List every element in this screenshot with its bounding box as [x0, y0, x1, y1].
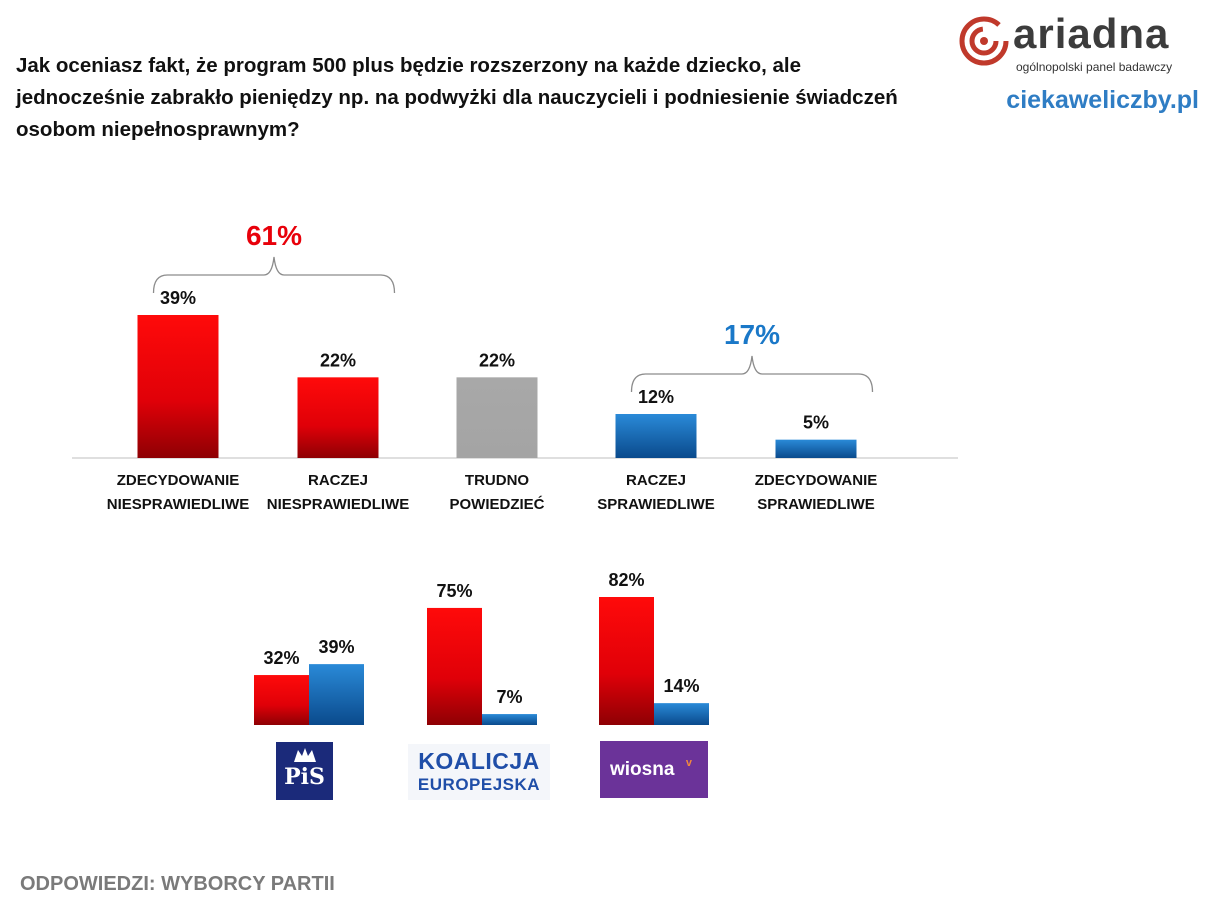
bar	[456, 377, 538, 458]
wiosna-logo: wiosna ᵛ	[600, 741, 708, 798]
party-data-label: 75%	[436, 581, 472, 601]
bar	[775, 439, 857, 458]
ke-logo-line2: EUROPEJSKA	[417, 775, 541, 794]
group-total-label: 61%	[246, 220, 302, 251]
category-label: SPRAWIEDLIWE	[597, 496, 715, 513]
party-bar	[254, 675, 309, 725]
ariadna-logo: ariadna ogólnopolski panel badawczy	[955, 10, 1200, 82]
logo-tagline: ogólnopolski panel badawczy	[1016, 60, 1173, 74]
category-label: TRUDNO	[465, 472, 529, 489]
category-label: RACZEJ	[626, 472, 686, 489]
party-bar	[654, 703, 709, 725]
bar	[615, 414, 697, 458]
party-data-label: 39%	[318, 637, 354, 657]
pis-logo: PiS	[276, 742, 333, 800]
pis-logo-text: PiS	[284, 764, 325, 790]
party-bar-chart: 32% 39% 75% 7% 82% 14%	[254, 570, 709, 725]
group-total-label: 17%	[724, 319, 780, 350]
wiosna-logo-text: wiosna	[610, 759, 675, 780]
data-label: 22%	[479, 350, 515, 370]
logo-wordmark: ariadna	[1013, 10, 1170, 57]
main-bar-chart: 39% ZDECYDOWANIE NIESPRAWIEDLIWE 22% RACZEJ N…	[72, 220, 958, 513]
party-bar	[427, 607, 482, 725]
data-label: 22%	[320, 350, 356, 370]
category-label: ZDECYDOWANIE	[755, 472, 878, 489]
bar	[297, 377, 379, 458]
category-label: SPRAWIEDLIWE	[757, 496, 875, 513]
data-label: 39%	[160, 288, 196, 308]
party-data-label: 82%	[608, 570, 644, 590]
koalicja-europejska-logo: KOALICJA EUROPEJSKA	[408, 744, 550, 800]
party-data-label: 14%	[663, 676, 699, 696]
category-label: RACZEJ	[308, 472, 368, 489]
eagle-icon	[294, 748, 316, 762]
footer-note: ODPOWIEDZI: WYBORCY PARTII	[20, 873, 335, 895]
bar	[137, 315, 219, 458]
category-label: ZDECYDOWANIE	[117, 472, 240, 489]
party-data-label: 7%	[496, 687, 522, 707]
data-label: 5%	[803, 413, 829, 433]
category-label: NIESPRAWIEDLIWE	[107, 496, 250, 513]
data-label: 12%	[638, 387, 674, 407]
category-label: NIESPRAWIEDLIWE	[267, 496, 410, 513]
group-bracket	[152, 256, 396, 294]
party-bar	[482, 714, 537, 725]
ariadna-spiral-icon	[959, 16, 1009, 66]
party-data-label: 32%	[263, 648, 299, 668]
site-url: ciekaweliczby.pl	[1006, 86, 1199, 114]
party-bar	[599, 597, 654, 725]
party-bar	[309, 664, 364, 725]
ke-logo-line1: KOALICJA	[418, 748, 540, 774]
category-label: POWIEDZIEĆ	[449, 495, 544, 513]
question-title: Jak oceniasz fakt, że program 500 plus b…	[16, 54, 898, 141]
wiosna-mark-icon: ᵛ	[686, 757, 692, 774]
group-bracket	[630, 355, 874, 393]
